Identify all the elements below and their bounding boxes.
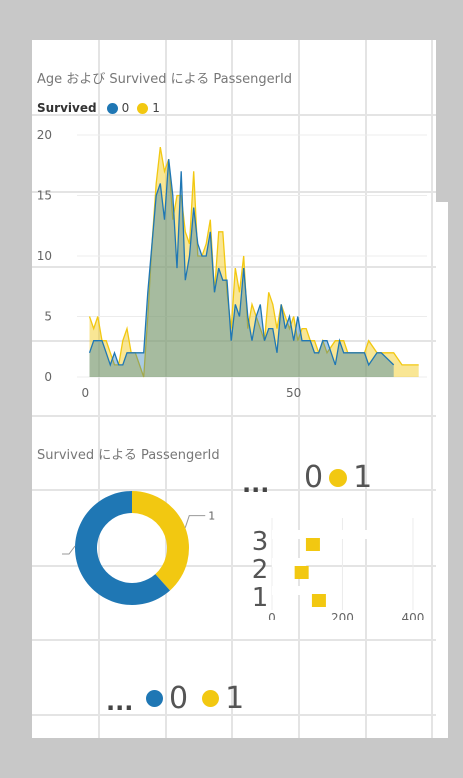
grid-line: [431, 40, 433, 738]
grid-line: [365, 40, 367, 738]
donut-slice-0: [75, 491, 171, 605]
bar-0-1: [272, 586, 301, 595]
leader-line: [184, 515, 206, 528]
x-tick-label: 50: [286, 386, 301, 400]
legend-more-ellipsis[interactable]: ...: [106, 688, 134, 716]
grid-line: [32, 340, 436, 342]
grid-line: [165, 40, 167, 738]
grid-line: [32, 639, 436, 641]
x-tick-label: 0: [268, 611, 276, 620]
grid-line: [298, 40, 300, 738]
grid-line: [32, 266, 436, 268]
bar-1-3: [305, 538, 320, 551]
legend-dot-0: [106, 102, 118, 114]
grid-line: [231, 40, 233, 738]
y-tick-label: 20: [37, 128, 52, 142]
donut-chart[interactable]: 10: [62, 484, 242, 624]
bar-chart[interactable]: 0 200 400 123: [240, 510, 436, 620]
grid-line: [32, 714, 436, 716]
legend-dot-1: [137, 102, 149, 114]
x-tick-label: 200: [331, 611, 354, 620]
grid-line: [32, 114, 436, 116]
y-tick-label: 5: [44, 310, 52, 324]
section-title: Survived による PassengerId: [37, 448, 220, 463]
chart-legend[interactable]: Survived 0 1: [37, 101, 160, 115]
legend-more-ellipsis[interactable]: ...: [242, 470, 270, 498]
legend-dot-1: [202, 690, 220, 707]
leader-line: [62, 545, 76, 555]
legend-item-0: 0: [169, 681, 189, 716]
canvas-edge: [436, 202, 448, 738]
legend-item-1: 1: [225, 681, 245, 716]
bar-1-1: [311, 594, 326, 607]
grid-line: [32, 415, 436, 417]
grid-line: [32, 565, 436, 567]
legend-item-0: 0: [304, 460, 324, 495]
y-tick-label: 15: [37, 189, 52, 203]
grid-line: [32, 191, 436, 193]
y-tick-label: 1: [252, 583, 269, 613]
legend-item-0: 0: [121, 101, 130, 115]
chart-title: Age および Survived による PassengerId: [37, 72, 293, 87]
legend-dot-1: [329, 468, 348, 487]
bar-chart-legend[interactable]: 0 1: [304, 460, 372, 495]
donut-label-1: 1: [208, 510, 215, 523]
y-tick-label: 3: [252, 527, 269, 557]
legend-item-1: 1: [353, 460, 373, 495]
y-tick-label: 2: [252, 555, 269, 585]
bottom-legend[interactable]: 0 1: [146, 681, 244, 716]
grid-line: [98, 40, 100, 738]
bar-0-2: [272, 558, 307, 567]
series-area-0: [89, 159, 394, 377]
series-area-1: [89, 147, 419, 377]
bar-1-2: [294, 566, 309, 579]
x-tick-label: 400: [401, 611, 424, 620]
bar-0-3: [272, 530, 404, 539]
legend-title: Survived: [37, 101, 97, 115]
legend-dot-0: [146, 690, 163, 707]
series-line-0: [88, 159, 395, 367]
area-chart-plot: 0 5 10 15 20 0 50: [37, 128, 427, 400]
grid-line: [32, 489, 436, 491]
donut-slice-1: [132, 491, 189, 591]
y-tick-label: 0: [44, 370, 52, 384]
legend-item-1: 1: [152, 101, 160, 115]
y-tick-label: 10: [37, 249, 52, 263]
x-tick-label: 0: [82, 386, 90, 400]
series-line-1: [88, 146, 419, 378]
report-canvas: Age および Survived による PassengerId Survive…: [32, 40, 436, 738]
